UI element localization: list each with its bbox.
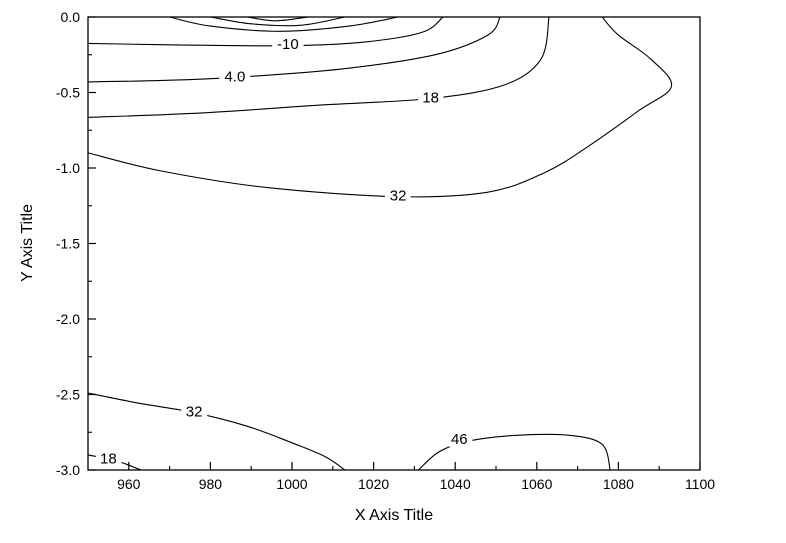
contour-label: 4.0 xyxy=(224,68,245,85)
x-axis-title: X Axis Title xyxy=(354,507,434,524)
y-tick-label: -3.0 xyxy=(56,462,80,478)
y-axis-title: Y Axis Title xyxy=(19,204,36,282)
contour-line xyxy=(418,433,611,471)
plot-border xyxy=(87,16,701,471)
contour-line xyxy=(87,392,346,471)
contour-label: -10 xyxy=(277,36,299,53)
x-tick-label: 1040 xyxy=(440,476,471,492)
x-tick-label: 980 xyxy=(199,476,223,492)
contour-label: 46 xyxy=(451,431,468,448)
contour-line xyxy=(247,16,309,22)
x-tick-label: 1000 xyxy=(276,476,307,492)
contour-label: 32 xyxy=(390,188,407,205)
contour-line xyxy=(87,16,444,47)
contour-label: 18 xyxy=(100,450,117,467)
y-tick-label: -2.0 xyxy=(56,311,80,327)
contour-line xyxy=(169,16,399,32)
y-tick-label: -1.0 xyxy=(56,160,80,176)
x-tick-label: 1100 xyxy=(685,476,715,492)
contour-line xyxy=(87,16,673,198)
y-tick-label: 0.0 xyxy=(61,9,81,25)
x-tick-label: 1020 xyxy=(358,476,389,492)
y-tick-label: -1.5 xyxy=(56,236,80,252)
x-tick-label: 1080 xyxy=(603,476,634,492)
contour-line xyxy=(87,16,550,118)
contour-line xyxy=(210,16,346,27)
contour-label: 32 xyxy=(186,404,203,421)
y-tick-label: -2.5 xyxy=(56,387,80,403)
y-tick-label: -0.5 xyxy=(56,85,80,101)
contour-line xyxy=(87,16,501,83)
x-tick-label: 1060 xyxy=(521,476,552,492)
contour-label: 18 xyxy=(422,89,439,106)
x-tick-label: 960 xyxy=(117,476,141,492)
contour-line xyxy=(87,454,142,471)
